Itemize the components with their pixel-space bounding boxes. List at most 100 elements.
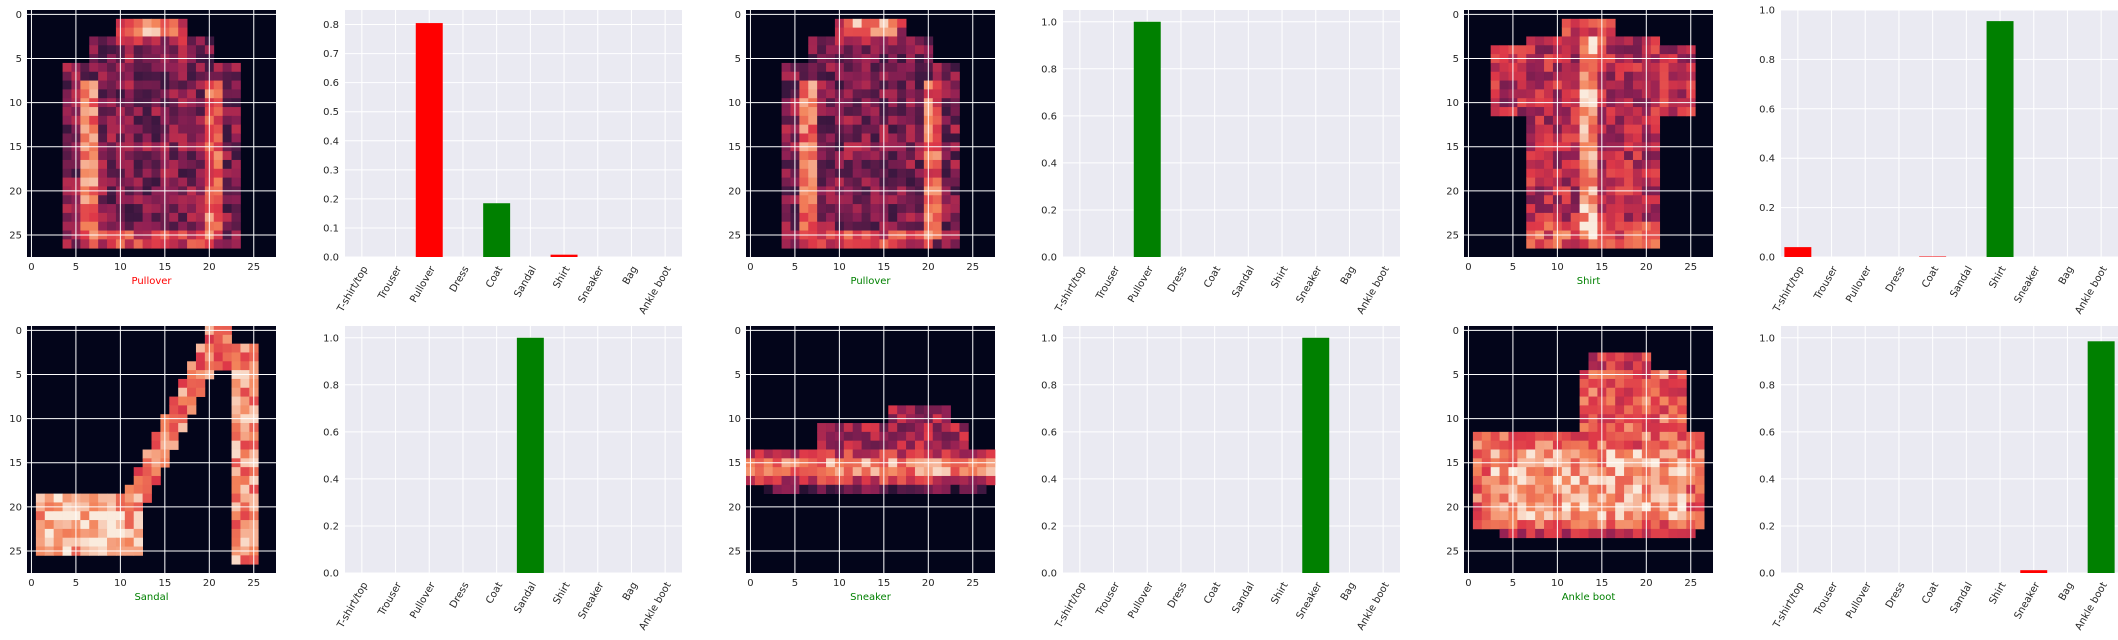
image-pixel — [799, 168, 809, 179]
image-pixel — [187, 159, 197, 170]
image-pixel — [1650, 45, 1661, 55]
image-xtick-label: 15 — [1595, 578, 1608, 589]
image-label: Shirt — [1577, 276, 1601, 287]
image-pixel — [195, 159, 206, 170]
image-pixel — [222, 159, 232, 170]
image-xtick-label: 5 — [73, 578, 79, 589]
image-pixel — [941, 159, 951, 170]
image-pixel — [941, 440, 951, 450]
image-pixel — [1544, 151, 1554, 161]
image-xtick-label: 15 — [158, 578, 171, 589]
image-pixel — [808, 177, 818, 187]
image-pixel — [897, 423, 907, 433]
image-pixel — [80, 195, 90, 205]
image-pixel — [240, 378, 250, 389]
image-pixel — [89, 71, 99, 81]
image-pixel — [852, 124, 862, 134]
image-pixel — [98, 177, 108, 187]
image-pixel — [1561, 115, 1572, 126]
image-pixel — [941, 133, 951, 143]
image-pixel — [1606, 177, 1616, 187]
image-pixel — [1659, 475, 1669, 486]
image-pixel — [187, 133, 197, 143]
image-pixel — [870, 440, 880, 450]
image-pixel — [817, 467, 827, 477]
y-tick-label: 0.0 — [323, 569, 339, 580]
image-pixel — [1615, 80, 1625, 90]
image-pixel — [1526, 221, 1536, 231]
image-pixel — [1561, 80, 1572, 90]
image-pixel — [80, 107, 90, 117]
image-pixel — [1588, 528, 1598, 539]
image-pixel — [187, 212, 197, 223]
image-pixel — [35, 528, 46, 539]
image-pixel — [932, 204, 943, 214]
image-pixel — [1624, 493, 1634, 503]
image-pixel — [187, 168, 197, 179]
image-pixel — [195, 212, 206, 223]
y-tick-label: 0.6 — [1759, 104, 1775, 115]
image-pixel — [826, 177, 836, 187]
image-pixel — [897, 89, 907, 99]
image-pixel — [799, 204, 809, 214]
image-pixel — [861, 36, 871, 46]
image-pixel — [1632, 151, 1643, 161]
image-pixel — [178, 405, 188, 415]
image-pixel — [1677, 89, 1687, 99]
image-pixel — [808, 89, 818, 99]
image-pixel — [1650, 431, 1661, 442]
image-xtick-label: 5 — [1510, 262, 1516, 273]
image-pixel — [1526, 449, 1536, 459]
image-pixel — [1526, 36, 1536, 46]
image-pixel — [870, 221, 880, 231]
image-pixel — [772, 484, 782, 495]
y-tick-label: 0.2 — [1759, 203, 1775, 214]
image-pixel — [870, 431, 880, 442]
image-pixel — [772, 467, 782, 477]
plot-area — [1781, 10, 2118, 257]
image-xtick-label: 25 — [247, 578, 260, 589]
image-pixel — [950, 159, 960, 170]
image-pixel — [80, 204, 90, 214]
image-pixel — [142, 177, 152, 187]
image-pixel — [1472, 520, 1483, 530]
image-pixel — [941, 89, 951, 99]
image-pixel — [870, 18, 880, 29]
image-pixel — [142, 71, 152, 81]
image-pixel — [169, 151, 179, 161]
image-pixel — [1579, 204, 1589, 214]
image-pixel — [142, 36, 152, 46]
image-pixel — [98, 80, 108, 90]
image-pixel — [906, 159, 916, 170]
image-pixel — [1535, 62, 1545, 73]
image-pixel — [195, 89, 206, 99]
image-ytick-label: 0 — [1453, 326, 1459, 337]
image-pixel — [1472, 493, 1483, 503]
image-pixel — [941, 405, 951, 415]
image-xtick-label: 20 — [203, 578, 216, 589]
image-pixel — [888, 467, 898, 477]
image-pixel — [178, 159, 188, 170]
image-pixel — [1544, 212, 1554, 223]
image-pixel — [133, 133, 143, 143]
image-pixel — [817, 80, 827, 90]
image-pixel — [817, 212, 827, 223]
image-pixel — [1615, 89, 1625, 99]
image-pixel — [178, 168, 188, 179]
image-pixel — [888, 71, 898, 81]
image-pixel — [1615, 475, 1625, 486]
image-pixel — [62, 80, 72, 90]
image-pixel — [906, 423, 916, 433]
probability-panel-1: 0.00.10.20.30.40.50.60.70.8T-shirt/top Tr… — [323, 10, 682, 316]
image-pixel — [986, 475, 996, 486]
image-pixel — [906, 124, 916, 134]
image-pixel — [914, 431, 925, 442]
image-pixel — [62, 195, 72, 205]
image-pixel — [1544, 89, 1554, 99]
image-pixel — [1561, 177, 1572, 187]
image-pixel — [231, 520, 241, 530]
image-pixel — [1561, 133, 1572, 143]
image-pixel — [1615, 159, 1625, 170]
